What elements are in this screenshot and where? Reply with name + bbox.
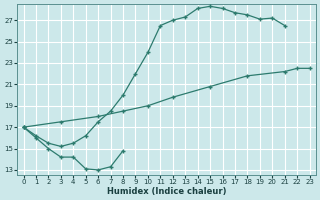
X-axis label: Humidex (Indice chaleur): Humidex (Indice chaleur)	[107, 187, 226, 196]
